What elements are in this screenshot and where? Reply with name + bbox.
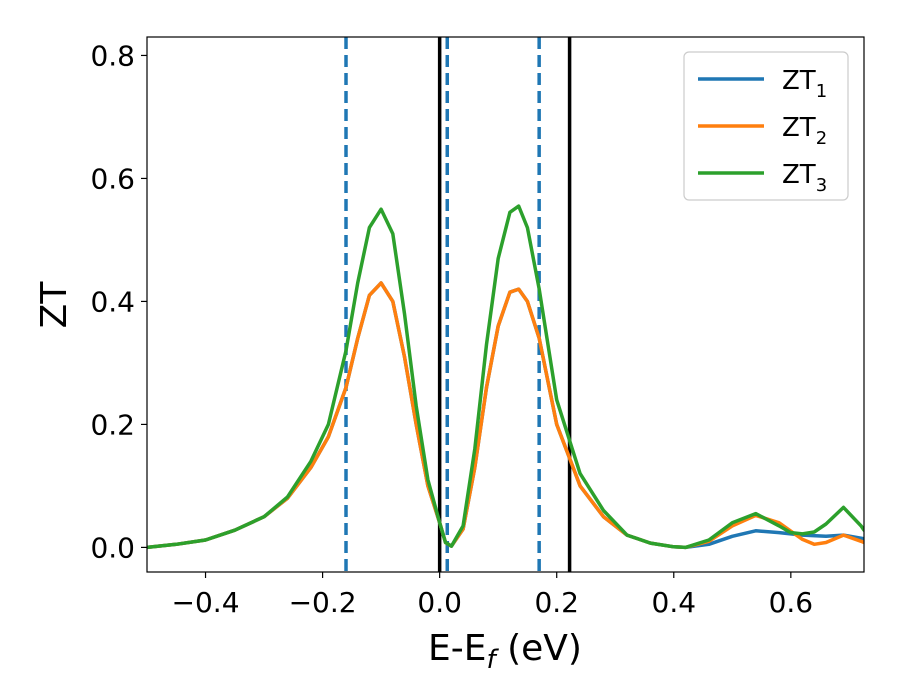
x-tick-label: 0.6 <box>769 586 814 619</box>
x-tick-label: 0.2 <box>534 586 579 619</box>
y-tick-label: 0.4 <box>90 285 135 318</box>
x-tick-label: −0.4 <box>172 586 240 619</box>
series-line-2 <box>147 281 864 550</box>
y-tick-label: 0.2 <box>90 408 135 441</box>
reference-lines <box>344 37 572 572</box>
x-axis-title: E-Ef (eV) <box>428 628 582 675</box>
legend-box <box>683 51 849 201</box>
x-tick-label: −0.2 <box>289 586 357 619</box>
plot-frame <box>146 36 865 573</box>
y-tick-label: 0.8 <box>90 39 135 72</box>
y-tick-label: 0.0 <box>90 531 135 564</box>
axes: −0.4 −0.2 0.0 0.2 0.4 0.6 0.0 0.2 0.4 0.6 0.8 <box>90 36 865 619</box>
series-line-3 <box>147 204 864 550</box>
legend-label-3: ZT3 <box>782 160 827 196</box>
series-layer <box>147 204 864 550</box>
x-tick-label: 0.0 <box>417 586 462 619</box>
y-axis-title: ZT <box>34 281 75 329</box>
legend-label-2: ZT2 <box>782 113 827 149</box>
legend-label-1: ZT1 <box>782 66 827 102</box>
y-tick-label: 0.6 <box>90 162 135 195</box>
series-line-1 <box>147 281 864 550</box>
x-tick-label: 0.4 <box>652 586 697 619</box>
legend: ZT1 ZT2 ZT3 <box>683 51 849 201</box>
